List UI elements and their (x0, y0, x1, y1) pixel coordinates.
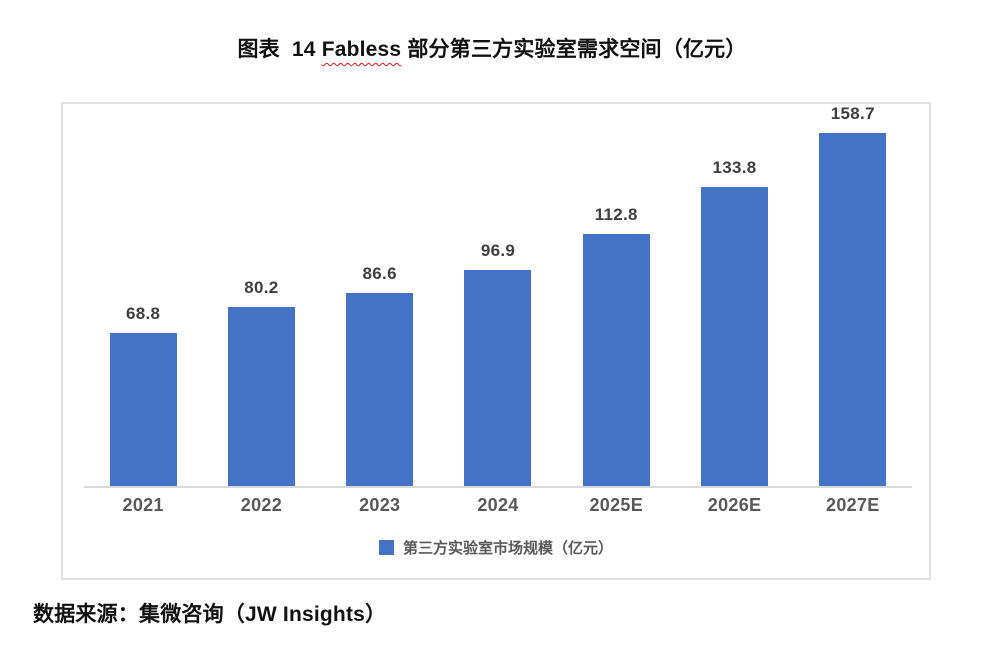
bar-value-label: 86.6 (362, 264, 397, 283)
bar (346, 293, 414, 487)
x-axis-tick-label: 2023 (359, 495, 401, 515)
data-source: 数据来源：集微咨询（JW Insights） (33, 603, 387, 626)
x-axis-tick-label: 2025E (589, 495, 644, 515)
x-axis-line (84, 486, 912, 488)
x-axis-tick-label: 2026E (707, 495, 762, 515)
bar-column: 96.9 (439, 104, 557, 487)
x-axis-tick-label: 2027E (826, 495, 880, 515)
bar (227, 307, 295, 487)
bar-value-label: 68.8 (125, 304, 161, 323)
bar (464, 270, 532, 487)
bar (819, 133, 887, 487)
bar-column: 86.6 (321, 104, 439, 487)
x-axis-tick-label: 2022 (240, 495, 283, 515)
figure-title-suffix: 部分第三方实验室需求空间（亿元） (401, 38, 747, 61)
figure-title: 图表 14 Fabless 部分第三方实验室需求空间（亿元） (0, 33, 984, 63)
figure-title-spellcheck-flagged: Fabless (321, 38, 402, 61)
bar-value-label: 158.7 (830, 104, 875, 123)
legend-label: 第三方实验室市场规模（亿元） (402, 540, 613, 557)
bar-plot: 68.8 80.2 86.6 96.9 112.8 133.8 158.7 (84, 104, 912, 487)
x-axis-tick-label: 2021 (122, 495, 164, 515)
bar-value-label: 80.2 (244, 278, 279, 297)
legend: 第三方实验室市场规模（亿元） (63, 537, 929, 558)
figure-title-prefix: 图表 14 (237, 38, 322, 61)
bar-column: 158.7 (794, 104, 912, 487)
bar-column: 68.8 (84, 104, 202, 487)
bar-column: 112.8 (557, 104, 675, 487)
bar-column: 133.8 (675, 104, 793, 487)
legend-swatch (378, 540, 394, 555)
bar-value-label: 133.8 (712, 158, 757, 177)
bar-value-label: 112.8 (594, 205, 638, 224)
chart-container: 68.8 80.2 86.6 96.9 112.8 133.8 158.7 2021 2022… (61, 102, 931, 580)
bar (109, 333, 177, 487)
bar-column: 80.2 (202, 104, 320, 487)
bar-value-label: 96.9 (480, 241, 516, 260)
bar (582, 234, 650, 487)
x-axis-labels: 2021 2022 2023 2024 2025E 2026E 2027E (84, 495, 912, 516)
x-axis-tick-label: 2024 (477, 495, 519, 515)
bar (701, 187, 769, 487)
